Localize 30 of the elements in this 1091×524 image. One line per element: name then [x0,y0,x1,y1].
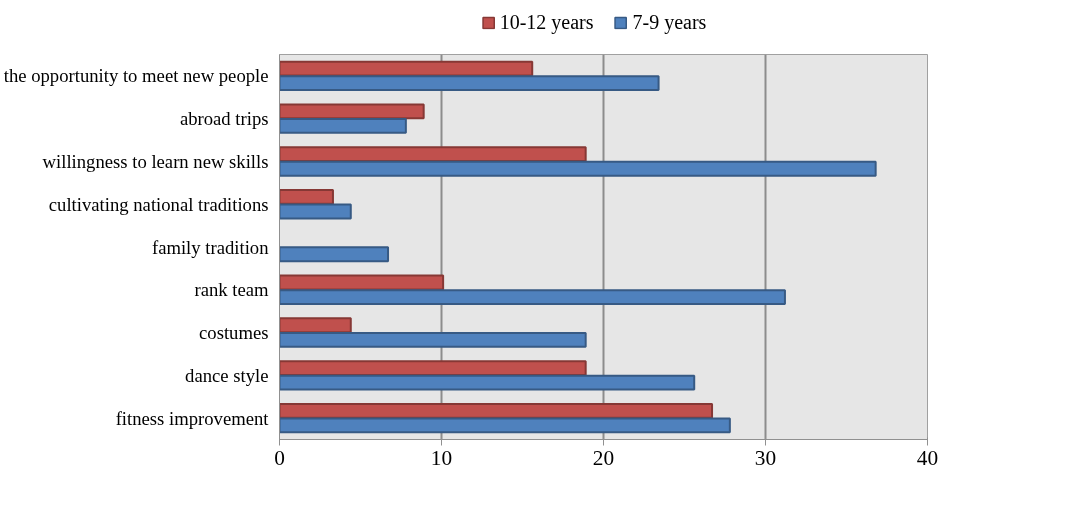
bar [279,360,587,376]
bar [279,160,877,177]
bar [279,118,407,134]
y-tick-label: costumes [199,322,269,344]
y-tick-label: fitness improvement [115,407,270,429]
x-tick-label: 30 [754,445,777,470]
x-tick-label: 0 [274,445,285,470]
bar [279,75,660,92]
bar [279,289,786,305]
y-tick-label: the opportunity to meet new people [3,65,269,87]
bar [279,246,390,263]
bar [279,103,425,120]
bar [279,374,696,391]
y-tick-label: abroad trips [179,108,269,130]
bar [279,146,587,163]
y-tick-label: family tradition [151,236,270,258]
bar [279,317,352,334]
x-tick-label: 20 [592,445,615,470]
x-tick-label: 40 [916,445,939,470]
bar [279,331,587,348]
bar [279,203,352,220]
bar [279,189,334,205]
y-tick-label: dance style [185,364,269,386]
y-tick-label: rank team [194,279,269,301]
legend-label: 7-9 years [632,10,707,34]
y-tick-label: willingness to learn new skills [42,150,269,172]
bar [279,417,731,434]
legend-label: 10-12 years [499,10,594,34]
y-tick-label: cultivating national traditions [48,193,269,215]
x-tick-label: 10 [430,445,453,470]
